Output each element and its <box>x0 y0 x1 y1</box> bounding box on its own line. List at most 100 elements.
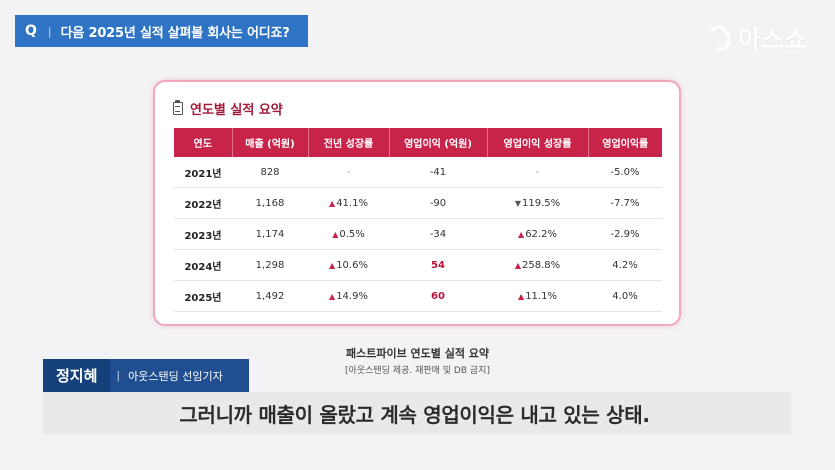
cell-op-margin: -7.7% <box>588 187 662 219</box>
table-header-row: 연도 매출 (억원) 전년 성장률 영업이익 (억원) 영업이익 성장률 영업이… <box>174 128 662 157</box>
cell-operating-profit-value: -41 <box>429 166 447 178</box>
triangle-up-icon: ▲ <box>518 291 525 301</box>
reporter-name: 정지혜 <box>43 359 111 392</box>
cell-sales-growth-value: - <box>346 166 351 178</box>
cell-sales-value: 1,298 <box>255 259 285 271</box>
cell-sales: 1,174 <box>232 218 308 250</box>
cell-op-margin: -2.9% <box>588 218 662 250</box>
cell-year-value: 2023년 <box>184 230 222 242</box>
question-letter: Q <box>25 23 37 39</box>
card-title: 연도별 실적 요약 <box>173 99 283 118</box>
channel-logo: 아스쇼 <box>706 20 807 56</box>
cell-year: 2021년 <box>174 157 232 188</box>
cell-sales-growth: ▲14.9% <box>308 280 389 312</box>
cell-op-growth: ▼119.5% <box>487 187 588 219</box>
cell-op-growth: ▲62.2% <box>487 218 588 250</box>
cell-operating-profit: -34 <box>389 218 487 250</box>
cell-operating-profit-value: 60 <box>431 290 445 302</box>
cell-sales-value: 828 <box>260 166 280 178</box>
triangle-up-icon: ▲ <box>329 291 336 301</box>
cell-op-margin-value: 4.2% <box>612 259 638 271</box>
table-row: 2024년 1,298 ▲10.6% 54 ▲258.8% 4.2% <box>174 249 662 281</box>
cell-op-growth: ▲258.8% <box>487 249 588 281</box>
cell-sales-growth: ▲0.5% <box>308 218 389 250</box>
cell-op-growth-value: - <box>535 166 540 178</box>
cell-op-margin: -5.0% <box>588 157 662 188</box>
cell-op-margin-value: 4.0% <box>612 290 638 302</box>
reporter-separator: | <box>116 369 121 382</box>
cell-op-growth: - <box>487 157 588 188</box>
cell-sales: 1,298 <box>232 249 308 281</box>
triangle-up-icon: ▲ <box>514 260 521 270</box>
subtitle-text: 그러니까 매출이 올랐고 계속 영업이익은 내고 있는 상태. <box>179 402 650 427</box>
cell-op-growth-value: 62.2% <box>525 228 557 240</box>
cell-operating-profit: 54 <box>389 249 487 281</box>
subtitle-bar: 그러니까 매출이 올랐고 계속 영업이익은 내고 있는 상태. <box>43 392 791 434</box>
cell-operating-profit-value: -90 <box>429 197 447 209</box>
reporter-role: 아웃스탠딩 선임기자 <box>128 369 223 383</box>
cell-sales-value: 1,168 <box>255 197 285 209</box>
cell-operating-profit-value: 54 <box>431 259 445 271</box>
caption-title: 패스트파이브 연도별 실적 요약 <box>345 347 490 360</box>
cell-sales: 828 <box>232 157 308 188</box>
triangle-up-icon: ▲ <box>329 260 336 270</box>
header-sales-growth: 전년 성장률 <box>308 128 390 157</box>
cell-sales-growth-value: 0.5% <box>339 228 365 240</box>
cell-year: 2022년 <box>174 187 232 219</box>
cell-op-margin: 4.2% <box>588 249 662 281</box>
header-year: 연도 <box>174 128 233 157</box>
performance-card: 연도별 실적 요약 연도 매출 (억원) 전년 성장률 영업이익 (억원) 영업… <box>153 80 681 326</box>
cell-op-margin: 4.0% <box>588 280 662 312</box>
cell-op-margin-value: -5.0% <box>610 166 640 178</box>
triangle-down-icon: ▼ <box>514 198 521 208</box>
cell-year: 2024년 <box>174 249 232 281</box>
cell-sales-value: 1,492 <box>255 290 285 302</box>
cell-op-growth-value: 119.5% <box>522 197 561 209</box>
cell-year: 2025년 <box>174 280 232 312</box>
performance-table: 연도 매출 (억원) 전년 성장률 영업이익 (억원) 영업이익 성장률 영업이… <box>174 128 662 312</box>
cell-operating-profit-value: -34 <box>429 228 447 240</box>
cell-sales-growth-value: 41.1% <box>336 197 368 209</box>
header-op-growth: 영업이익 성장률 <box>487 128 589 157</box>
header-operating-profit: 영업이익 (억원) <box>389 128 488 157</box>
cell-year-value: 2022년 <box>184 199 222 211</box>
cell-op-growth: ▲11.1% <box>487 280 588 312</box>
question-banner: Q | 다음 2025년 실적 살펴볼 회사는 어디죠? <box>15 15 308 47</box>
clipboard-icon <box>173 100 183 115</box>
cell-sales-growth-value: 10.6% <box>336 259 368 271</box>
triangle-up-icon: ▲ <box>332 229 339 239</box>
reporter-role-box: | 아웃스탠딩 선임기자 <box>110 359 249 392</box>
cell-op-margin-value: -7.7% <box>610 197 640 209</box>
cell-sales-growth: ▲41.1% <box>308 187 389 219</box>
cell-year-value: 2025년 <box>184 292 222 304</box>
reporter-bar: 정지혜 | 아웃스탠딩 선임기자 <box>43 359 249 392</box>
table-row: 2025년 1,492 ▲14.9% 60 ▲11.1% 4.0% <box>174 280 662 312</box>
header-op-margin: 영업이익률 <box>588 128 662 157</box>
cell-op-margin-value: -2.9% <box>610 228 640 240</box>
logo-ring-icon <box>706 22 734 54</box>
cell-sales: 1,492 <box>232 280 308 312</box>
cell-sales-growth-value: 14.9% <box>336 290 368 302</box>
cell-operating-profit: -41 <box>389 157 487 188</box>
cell-operating-profit: 60 <box>389 280 487 312</box>
cell-sales-growth: - <box>308 157 389 188</box>
table-row: 2021년 828 - -41 - -5.0% <box>174 157 662 188</box>
cell-year-value: 2021년 <box>184 168 222 180</box>
cell-op-growth-value: 11.1% <box>525 290 557 302</box>
table-row: 2022년 1,168 ▲41.1% -90 ▼119.5% -7.7% <box>174 187 662 219</box>
caption-source: [아웃스탠딩 제공. 재판매 및 DB 금지] <box>345 366 490 376</box>
triangle-up-icon: ▲ <box>518 229 525 239</box>
cell-sales: 1,168 <box>232 187 308 219</box>
cell-sales-value: 1,174 <box>255 228 285 240</box>
header-sales: 매출 (억원) <box>232 128 309 157</box>
cell-sales-growth: ▲10.6% <box>308 249 389 281</box>
triangle-up-icon: ▲ <box>329 198 336 208</box>
question-text: 다음 2025년 실적 살펴볼 회사는 어디죠? <box>60 25 290 41</box>
table-row: 2023년 1,174 ▲0.5% -34 ▲62.2% -2.9% <box>174 218 662 250</box>
logo-text: 아스쇼 <box>737 25 807 54</box>
cell-operating-profit: -90 <box>389 187 487 219</box>
card-title-text: 연도별 실적 요약 <box>190 103 283 118</box>
cell-year: 2023년 <box>174 218 232 250</box>
cell-year-value: 2024년 <box>184 261 222 273</box>
cell-op-growth-value: 258.8% <box>522 259 561 271</box>
